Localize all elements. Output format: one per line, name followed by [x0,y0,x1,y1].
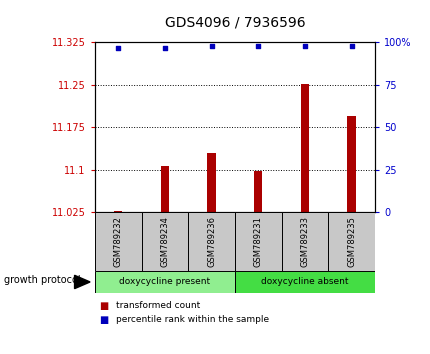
Text: percentile rank within the sample: percentile rank within the sample [116,315,269,324]
FancyBboxPatch shape [328,212,374,271]
Bar [253,171,262,212]
Bar [207,153,215,212]
FancyBboxPatch shape [281,212,328,271]
Bar [300,84,308,212]
Point [254,43,261,49]
Bar [347,116,355,212]
FancyBboxPatch shape [95,212,141,271]
FancyBboxPatch shape [234,271,374,293]
Text: doxycycline absent: doxycycline absent [261,278,348,286]
Text: GSM789231: GSM789231 [253,216,262,267]
Text: growth protocol: growth protocol [4,275,81,285]
Polygon shape [74,275,90,289]
Point [301,43,308,49]
FancyBboxPatch shape [95,271,234,293]
Text: transformed count: transformed count [116,301,200,310]
Text: ■: ■ [99,315,108,325]
Text: doxycycline present: doxycycline present [119,278,210,286]
Text: ■: ■ [99,301,108,310]
Text: GSM789235: GSM789235 [346,216,355,267]
FancyBboxPatch shape [234,212,281,271]
Bar [160,166,169,212]
Text: GSM789233: GSM789233 [300,216,309,267]
Text: GDS4096 / 7936596: GDS4096 / 7936596 [164,16,304,30]
FancyBboxPatch shape [188,212,234,271]
FancyBboxPatch shape [141,212,188,271]
Point [114,45,121,50]
Point [161,45,168,50]
Text: GSM789236: GSM789236 [206,216,215,267]
Bar [114,211,122,212]
Text: GSM789232: GSM789232 [114,216,123,267]
Point [208,43,215,49]
Point [347,43,354,49]
Text: GSM789234: GSM789234 [160,216,169,267]
